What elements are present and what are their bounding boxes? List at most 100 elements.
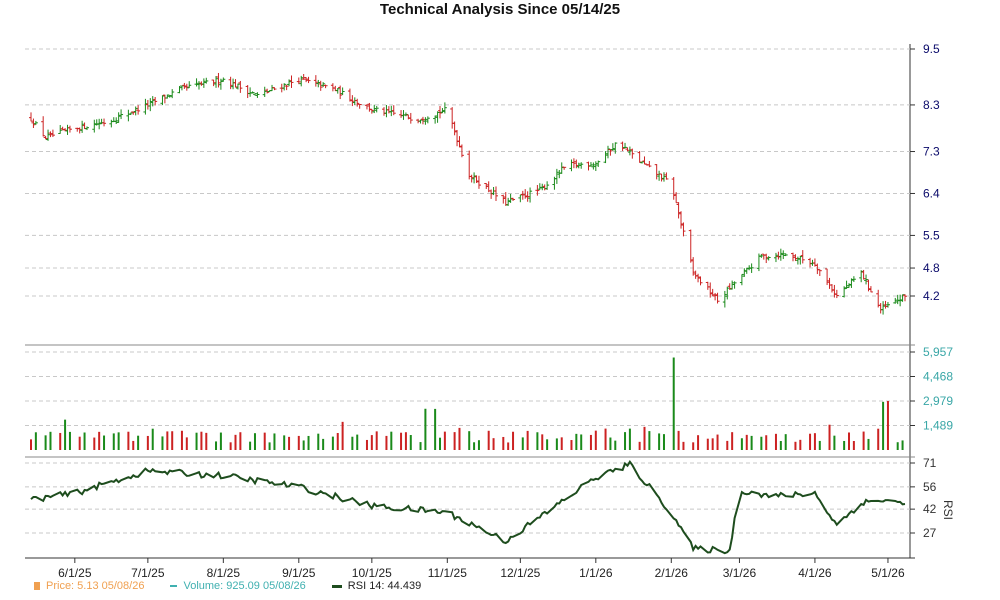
volume-bar bbox=[439, 437, 442, 450]
volume-bar bbox=[370, 435, 373, 450]
volume-bar bbox=[30, 439, 32, 450]
volume-bar bbox=[570, 440, 573, 450]
x-tick-label: 6/1/25 bbox=[58, 566, 92, 580]
volume-bar bbox=[268, 442, 271, 450]
volume-bar bbox=[677, 430, 680, 450]
volume-bar bbox=[239, 432, 242, 450]
volume-bar bbox=[161, 436, 164, 450]
volume-bar bbox=[477, 440, 480, 450]
volume-bar bbox=[555, 438, 558, 450]
volume-bar bbox=[200, 431, 203, 450]
volume-bar bbox=[784, 434, 787, 450]
volume-bar bbox=[195, 432, 198, 450]
volume-bar bbox=[799, 439, 802, 450]
volume-bar bbox=[234, 434, 237, 450]
price-tick-label: 4.8 bbox=[923, 261, 940, 275]
volume-bar bbox=[288, 436, 291, 450]
volume-bar bbox=[283, 435, 286, 450]
volume-bar bbox=[779, 441, 782, 450]
volume-bar bbox=[560, 437, 563, 450]
volume-bar bbox=[365, 439, 368, 450]
volume-bar bbox=[502, 436, 505, 450]
price-tick-label: 4.2 bbox=[923, 289, 940, 303]
volume-bar bbox=[580, 434, 583, 450]
volume-bar bbox=[662, 434, 665, 450]
volume-bar bbox=[424, 408, 427, 450]
volume-bar bbox=[390, 431, 393, 450]
volume-bar bbox=[273, 433, 276, 450]
volume-bar bbox=[473, 442, 476, 450]
volume-bar bbox=[137, 435, 140, 450]
volume-bar bbox=[336, 433, 339, 450]
volume-bar bbox=[745, 434, 748, 450]
volume-bar bbox=[843, 440, 846, 450]
volume-bar bbox=[322, 438, 325, 450]
volume-bar bbox=[93, 437, 96, 450]
volume-bar bbox=[385, 435, 388, 450]
volume-bar bbox=[443, 431, 446, 450]
volume-bar bbox=[297, 435, 300, 450]
price-tick-label: 8.3 bbox=[923, 98, 940, 112]
volume-bar bbox=[331, 436, 334, 450]
volume-bar bbox=[526, 430, 529, 450]
volume-bar bbox=[249, 441, 252, 450]
volume-bar bbox=[896, 442, 899, 450]
x-tick-label: 11/1/25 bbox=[428, 566, 467, 580]
rsi-tick-label: 27 bbox=[923, 526, 937, 540]
volume-bar bbox=[862, 431, 865, 450]
volume-bar bbox=[877, 428, 880, 450]
rsi-line bbox=[30, 460, 906, 555]
volume-bar bbox=[317, 433, 320, 450]
volume-bar bbox=[468, 431, 471, 450]
volume-bar bbox=[302, 440, 305, 450]
volume-bar bbox=[83, 432, 86, 450]
volume-bar bbox=[185, 437, 188, 450]
volume-bar bbox=[453, 432, 456, 450]
chart-title: Technical Analysis Since 05/14/25 bbox=[379, 1, 621, 18]
volume-bar bbox=[307, 435, 310, 450]
volume-bar bbox=[49, 431, 52, 450]
volume-swatch-icon bbox=[170, 585, 178, 587]
volume-bar bbox=[487, 430, 490, 450]
volume-bar bbox=[760, 436, 763, 450]
volume-bar bbox=[117, 432, 120, 450]
volume-bar bbox=[112, 433, 115, 450]
volume-bar bbox=[400, 432, 403, 450]
volume-bar bbox=[68, 431, 71, 450]
rsi-swatch-icon bbox=[331, 584, 342, 588]
rsi-tick-label: 71 bbox=[923, 456, 937, 470]
volume-bar bbox=[740, 438, 743, 450]
volume-bar bbox=[219, 432, 222, 450]
price-tick-label: 7.3 bbox=[923, 145, 940, 159]
volume-bar bbox=[341, 421, 344, 450]
volume-bar bbox=[229, 442, 232, 450]
volume-bar bbox=[624, 432, 627, 450]
volume-bar bbox=[64, 419, 67, 450]
volume-tick-label: 2,979 bbox=[923, 394, 953, 408]
volume-bar bbox=[103, 435, 106, 450]
x-tick-label: 9/1/25 bbox=[282, 566, 316, 580]
volume-bar bbox=[658, 433, 661, 450]
volume-bar bbox=[609, 437, 612, 450]
volume-bar bbox=[614, 440, 617, 450]
x-tick-label: 2/1/26 bbox=[655, 566, 689, 580]
volume-bar bbox=[546, 439, 549, 450]
price-tick-label: 6.4 bbox=[923, 186, 940, 200]
volume-bar bbox=[375, 431, 378, 450]
legend-price-label: Price: 5.13 05/08/26 bbox=[46, 580, 145, 592]
volume-bar bbox=[594, 430, 597, 450]
volume-bar bbox=[492, 438, 495, 450]
volume-bar bbox=[575, 433, 578, 450]
volume-bar bbox=[78, 436, 81, 450]
volume-bar bbox=[750, 435, 753, 450]
x-tick-label: 4/1/26 bbox=[798, 566, 832, 580]
volume-bar bbox=[643, 426, 646, 450]
volume-bar bbox=[882, 401, 885, 450]
x-tick-label: 10/1/25 bbox=[352, 566, 392, 580]
volume-bar bbox=[458, 427, 461, 450]
legend-volume: Volume: 925.09 05/08/26 bbox=[170, 580, 306, 592]
volume-bar bbox=[765, 435, 768, 450]
volume-bar bbox=[648, 431, 651, 450]
volume-tick-label: 4,468 bbox=[923, 369, 953, 383]
legend-rsi-label: RSI 14: 44.439 bbox=[347, 580, 422, 592]
